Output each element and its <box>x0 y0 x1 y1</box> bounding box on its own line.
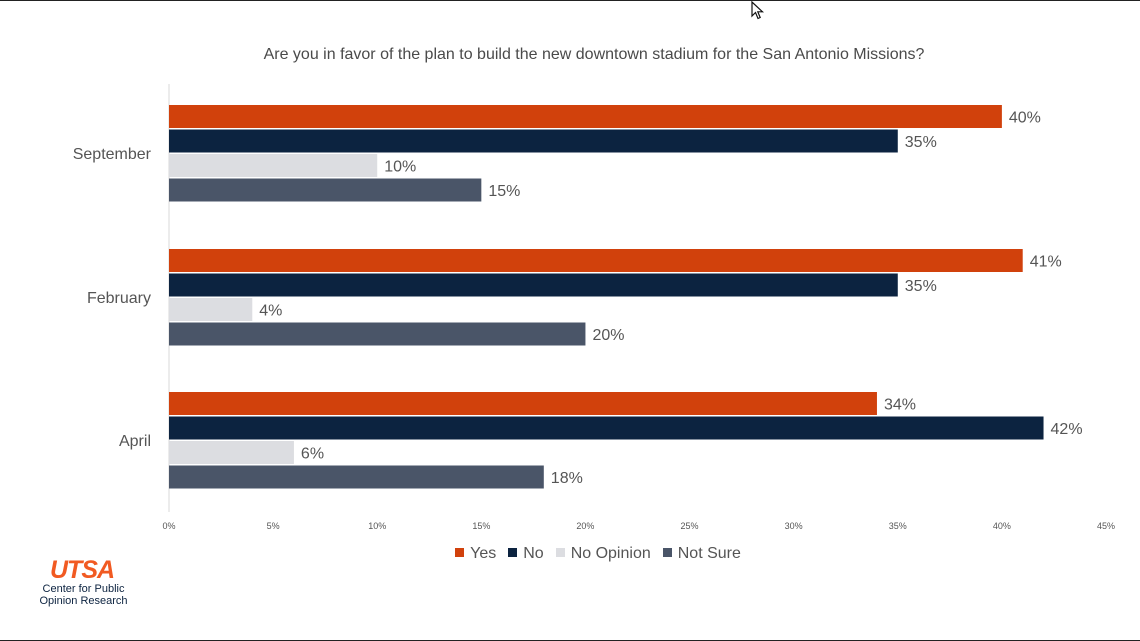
data-label: 15% <box>488 183 520 200</box>
data-label: 10% <box>384 159 416 176</box>
x-tick-label: 40% <box>993 521 1011 531</box>
data-label: 18% <box>551 470 583 487</box>
legend-swatch <box>555 548 565 557</box>
bar-february-no <box>169 273 898 297</box>
x-tick-label: 15% <box>472 521 490 531</box>
data-label: 6% <box>301 446 324 463</box>
x-tick-label: 0% <box>162 521 175 531</box>
data-label: 41% <box>1030 254 1062 271</box>
legend-label: Yes <box>470 545 497 562</box>
legend-swatch <box>662 548 672 557</box>
bar-september-no <box>169 129 898 153</box>
chart-title: Are you in favor of the plan to build th… <box>263 46 925 63</box>
legend-label: No <box>523 545 544 562</box>
bar-april-yes <box>169 392 877 415</box>
legend-swatch <box>508 548 518 557</box>
x-tick-label: 10% <box>368 521 386 531</box>
utsa-logo-subtitle-line1: Center for Public <box>42 583 125 595</box>
bar-september-no-opinion <box>169 154 378 177</box>
category-label: September <box>73 146 152 163</box>
utsa-logo: UTSA Center for Public Opinion Research <box>36 557 146 607</box>
category-label: April <box>119 433 151 450</box>
utsa-logo-mark: UTSA <box>50 556 115 584</box>
data-label: 20% <box>592 327 624 344</box>
data-label: 40% <box>1009 110 1041 127</box>
x-tick-label: 35% <box>889 521 907 531</box>
legend-item: No <box>508 545 544 563</box>
chart-legend: Yes No No Opinion Not Sure <box>0 545 1140 563</box>
data-label: 35% <box>905 134 937 151</box>
legend-label: Not Sure <box>677 545 741 562</box>
x-tick-label: 20% <box>576 521 594 531</box>
legend-swatch <box>455 548 465 557</box>
bar-september-yes <box>169 105 1002 128</box>
utsa-logo-subtitle-line2: Opinion Research <box>39 595 128 607</box>
x-tick-label: 5% <box>267 521 280 531</box>
x-tick-label: 30% <box>785 521 803 531</box>
bar-april-no-opinion <box>169 441 294 464</box>
utsa-logo-subtitle: Center for Public Opinion Research <box>36 583 131 607</box>
x-tick-label: 45% <box>1097 521 1115 531</box>
data-label: 42% <box>1051 421 1083 438</box>
data-label: 35% <box>905 278 937 295</box>
data-label: 34% <box>884 397 916 414</box>
legend-label: No Opinion <box>570 545 651 562</box>
bar-february-no-opinion <box>169 298 253 321</box>
legend-item: No Opinion <box>555 545 651 563</box>
bar-february-yes <box>169 249 1023 272</box>
bar-september-not-sure <box>169 178 482 202</box>
data-label: 4% <box>259 303 282 320</box>
legend-item: Not Sure <box>662 545 741 563</box>
bar-april-not-sure <box>169 465 544 489</box>
legend-item: Yes <box>455 545 496 563</box>
bar-february-not-sure <box>169 322 586 346</box>
category-label: February <box>87 290 151 307</box>
bar-april-no <box>169 416 1044 440</box>
mouse-pointer-icon <box>751 1 765 20</box>
x-tick-label: 25% <box>681 521 699 531</box>
